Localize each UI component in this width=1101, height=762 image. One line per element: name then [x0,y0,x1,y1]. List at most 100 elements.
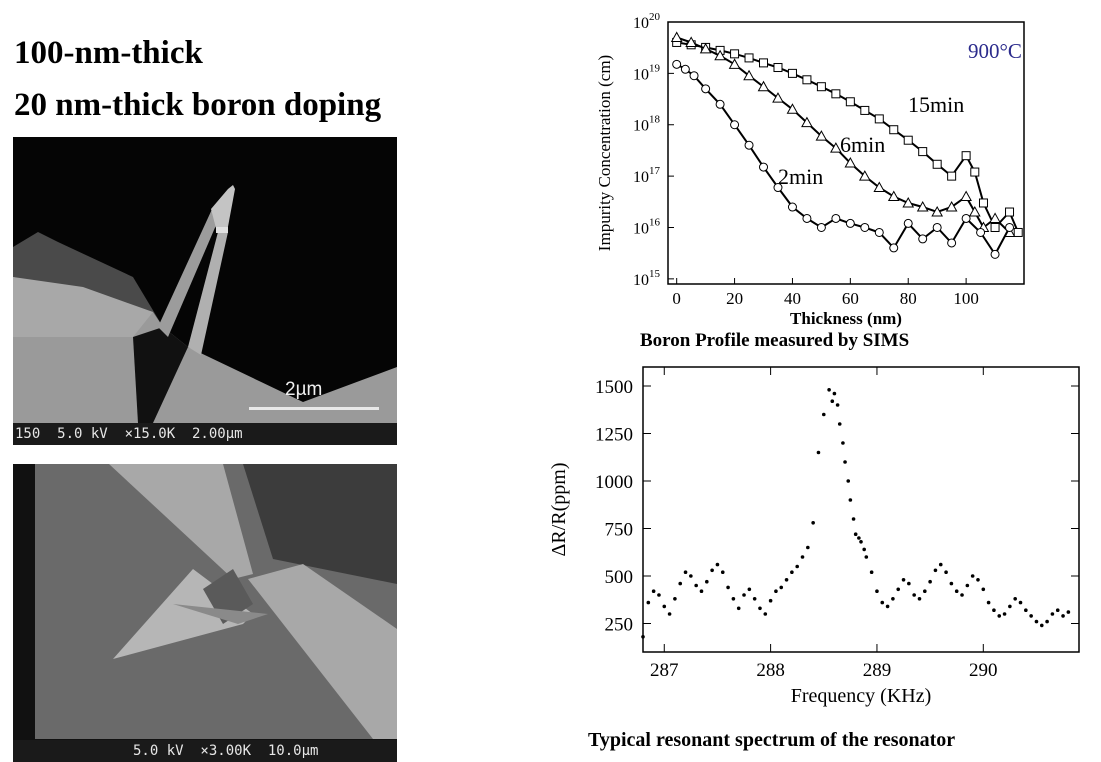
sims-point-2min [1005,222,1015,232]
sims-point-6min [960,190,972,202]
sims-point-2min [831,213,841,223]
spectrum-data-point [960,593,964,597]
sims-x-tick-label: 0 [672,289,681,308]
spectrum-y-tick-label: 500 [605,567,634,588]
spectrum-data-point [912,593,916,597]
spectrum-data-point [970,574,975,578]
spectrum-data-point [827,388,831,392]
spectrum-x-tick-label: 287 [650,660,679,681]
spectrum-data-point [896,587,901,592]
spectrum-data-point [811,521,815,525]
spectrum-data-point [1018,600,1023,605]
sims-point-2min [889,243,899,253]
spectrum-data-point [768,598,773,603]
sims-point-2min [689,71,699,81]
sem-info-bar: 5.0 kV ×3.00K 10.0µm [13,740,397,762]
spectrum-data-point [1039,623,1044,628]
spectrum-data-point [742,593,746,597]
spectrum-data-point [641,635,645,639]
sims-point-6min [815,130,828,141]
sims-x-tick-label: 40 [784,289,801,308]
spectrum-data-point [976,578,980,582]
sims-y-tick-label: 1017 [633,165,661,186]
spectrum-data-point [843,460,847,464]
sem-image-cantilever-graphic [13,137,397,445]
spectrum-data-point [841,441,845,445]
scale-bar [249,407,379,410]
sims-point-15min [970,167,980,177]
spectrum-data-point [651,589,656,593]
sims-series-label-15min: 15min [908,92,964,117]
spectrum-data-point [784,578,789,582]
spectrum-data-point [851,517,856,521]
spectrum-data-point [694,583,698,588]
spectrum-data-point [731,597,736,601]
sims-point-6min [786,103,799,114]
sims-chart: 0 20 40 60 80 100 1015 1016 1017 1018 1019 1020 Thic… [595,11,1025,328]
spectrum-data-point [795,564,799,569]
spectrum-data-point [862,547,866,552]
sims-point-6min [830,142,842,153]
spectrum-data-point [705,579,709,584]
spectrum-data-point [857,536,861,540]
sims-y-tick-label: 1019 [633,62,661,83]
sims-x-tick-label: 60 [842,289,859,308]
spectrum-data-point [853,532,858,536]
sims-x-axis-label: Thickness (nm) [790,309,902,328]
spectrum-data-point [736,606,741,611]
sims-point-2min [715,99,725,109]
sims-y-tick-label: 1020 [633,11,661,32]
sims-point-15min [961,151,971,161]
scale-bar-label: 2µm [285,379,323,400]
spectrum-data-point [715,562,720,567]
sims-point-2min [701,84,711,94]
spectrum-data-point [752,597,757,601]
spectrum-data-point [790,570,794,574]
spectrum-data-point [965,583,970,588]
sims-point-15min [889,125,899,135]
sims-point-15min [802,75,812,85]
sem-info-bar: 150 5.0 kV ×15.0K 2.00µm [13,423,397,445]
spectrum-data-point [933,568,938,573]
spectrum-data-point [986,600,991,605]
sims-point-6min [685,36,698,47]
spectrum-data-point [816,450,821,455]
spectrum-data-point [880,600,885,605]
sims-point-2min [787,202,797,212]
sims-point-6min [728,58,741,69]
sims-x-tick-label: 100 [953,289,979,308]
sims-point-2min [759,162,769,172]
spectrum-data-point [875,589,879,593]
spectrum-data-point [954,589,959,593]
spectrum-data-point [800,555,805,559]
sims-point-15min [816,82,826,92]
spectrum-data-point [835,403,840,407]
sims-point-15min [831,89,841,99]
spectrum-data-point [763,612,768,616]
sims-series-label-6min: 6min [840,132,885,157]
spectrum-data-point [821,412,826,417]
spectrum-data-point [1029,614,1033,618]
sims-point-6min [968,205,981,217]
spectrum-data-point [923,589,927,593]
sims-point-15min [1013,227,1023,237]
sims-point-2min [744,140,754,150]
spectrum-data-point [837,422,842,426]
spectrum-data-point [1013,597,1017,601]
spectrum-data-point [1050,612,1055,616]
sims-point-15min [874,114,884,124]
spectrum-y-tick-label: 750 [605,520,634,541]
sims-point-15min [787,68,797,78]
spectrum-data-point [699,589,704,593]
sims-point-2min [961,213,971,223]
spectrum-y-tick-label: 1000 [595,472,633,493]
sem-image-resonator: 5.0 kV ×3.00K 10.0µm [13,464,397,762]
spectrum-data-point [720,570,725,574]
sims-point-2min [918,234,928,244]
sims-point-6min [714,49,726,61]
sims-point-2min [947,238,957,248]
spectrum-data-point [662,604,667,609]
spectrum-data-point [646,600,651,605]
sims-point-6min [801,116,813,128]
spectrum-data-point [846,479,851,483]
